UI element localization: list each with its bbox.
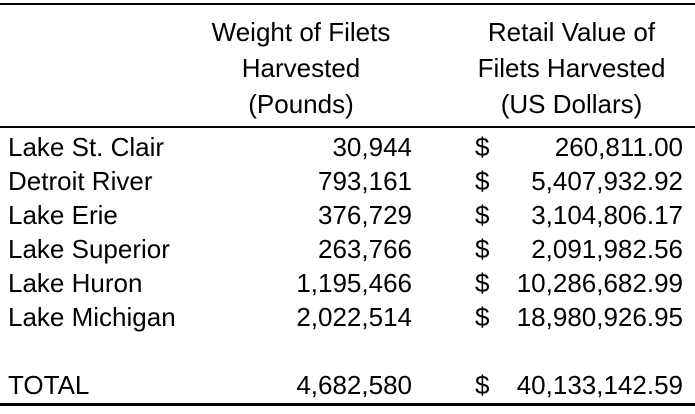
weight-value: 30,944 [332, 131, 412, 162]
retail-value-cell: $ 18,980,926.95 [412, 302, 695, 333]
lake-name: Lake Erie [8, 199, 118, 230]
total-retail-value: 40,133,142.59 [516, 369, 683, 400]
retail-value: 18,980,926.95 [516, 301, 683, 332]
table-row: Lake Michigan 2,022,514 $ 18,980,926.95 [0, 300, 695, 334]
retail-value-cell: $ 5,407,932.92 [412, 166, 695, 197]
blank-row [0, 334, 695, 368]
top-border-rule [0, 3, 695, 5]
lake-name: Lake St. Clair [8, 131, 165, 162]
retail-value-cell: $ 3,104,806.17 [412, 200, 695, 231]
weight-value: 1,195,466 [296, 267, 412, 298]
lake-name: Lake Michigan [8, 301, 176, 332]
table-row: Detroit River 793,161 $ 5,407,932.92 [0, 164, 695, 198]
currency-symbol: $ [475, 165, 490, 196]
total-label: TOTAL [8, 369, 90, 400]
retail-value-cell: $ 2,091,982.56 [412, 234, 695, 265]
currency-symbol: $ [475, 301, 490, 332]
retail-value: 2,091,982.56 [531, 233, 683, 264]
total-weight-value: 4,682,580 [296, 369, 412, 400]
table-row: Lake Erie 376,729 $ 3,104,806.17 [0, 198, 695, 232]
currency-symbol: $ [475, 369, 490, 400]
header-retail-column: Retail Value of Filets Harvested (US Dol… [412, 5, 695, 122]
weight-value: 376,729 [318, 199, 412, 230]
header-weight-line-2: Harvested [241, 53, 361, 83]
weight-value: 793,161 [318, 165, 412, 196]
retail-value: 3,104,806.17 [531, 199, 683, 230]
currency-symbol: $ [475, 267, 490, 298]
header-divider-rule [0, 126, 695, 128]
header-retail-line-2: Filets Harvested [477, 53, 666, 83]
retail-value: 260,811.00 [554, 131, 683, 162]
header-weight-line-1: Weight of Filets [211, 17, 391, 47]
total-retail-value-cell: $ 40,133,142.59 [412, 370, 695, 401]
table-header-row: Weight of Filets Harvested (Pounds) Reta… [0, 5, 695, 122]
weight-value: 263,766 [318, 233, 412, 264]
header-weight-column: Weight of Filets Harvested (Pounds) [190, 5, 412, 122]
header-empty-cell [0, 5, 190, 122]
table-body: Lake St. Clair 30,944 $ 260,811.00 Detro… [0, 130, 695, 402]
table-row: Lake Superior 263,766 $ 2,091,982.56 [0, 232, 695, 266]
total-row: TOTAL 4,682,580 $ 40,133,142.59 [0, 368, 695, 402]
header-weight-line-3: (Pounds) [248, 89, 354, 119]
currency-symbol: $ [475, 131, 490, 162]
retail-value-cell: $ 10,286,682.99 [412, 268, 695, 299]
currency-symbol: $ [475, 233, 490, 264]
header-retail-line-1: Retail Value of [487, 17, 656, 47]
weight-value: 2,022,514 [296, 301, 412, 332]
bottom-border-rule [0, 403, 695, 406]
header-retail-line-3: (US Dollars) [500, 89, 643, 119]
lake-name: Lake Huron [8, 267, 143, 298]
retail-value-cell: $ 260,811.00 [412, 132, 695, 163]
lake-name: Lake Superior [8, 233, 170, 264]
retail-value: 5,407,932.92 [531, 165, 683, 196]
currency-symbol: $ [475, 199, 490, 230]
lake-name: Detroit River [8, 165, 153, 196]
table-row: Lake Huron 1,195,466 $ 10,286,682.99 [0, 266, 695, 300]
retail-value: 10,286,682.99 [516, 267, 683, 298]
table-row: Lake St. Clair 30,944 $ 260,811.00 [0, 130, 695, 164]
